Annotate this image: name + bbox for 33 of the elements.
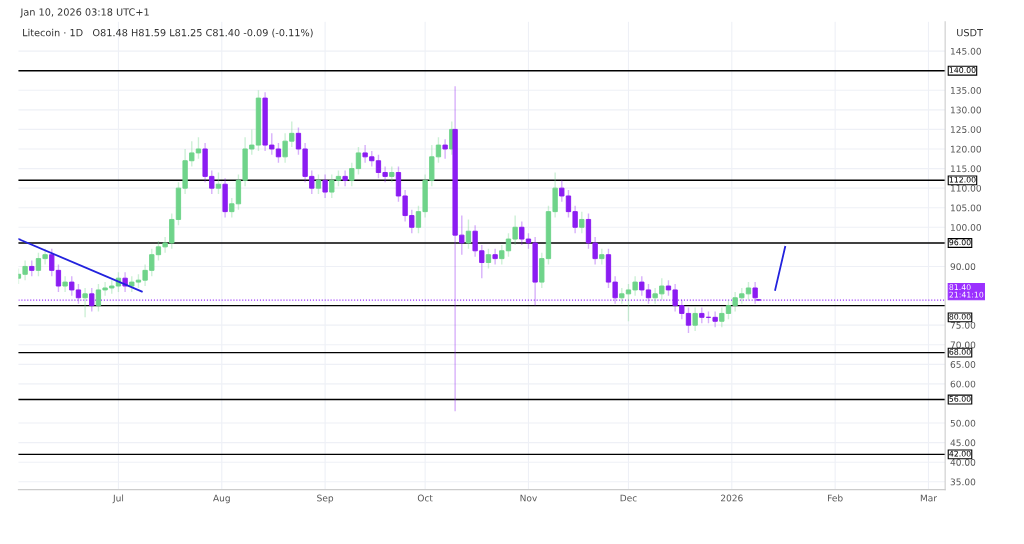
y-tick-label: 130.00 [951, 106, 981, 114]
x-tick-label: Jul [112, 494, 124, 504]
candlestick [62, 275, 68, 293]
y-tick-label: 40.00 [950, 458, 976, 466]
candlestick [342, 169, 348, 187]
y-tick-label: 145.00 [951, 47, 981, 55]
y-tick-label: 115.00 [951, 165, 981, 173]
x-tick-label: Dec [620, 494, 637, 502]
y-tick-label: 60.00 [950, 380, 976, 388]
x-tick-label: Oct [417, 494, 433, 502]
y-tick-label: 65.00 [950, 361, 976, 368]
y-tick-label: 90.00 [950, 263, 976, 270]
x-tick-label: Mar [920, 494, 937, 502]
y-tick-label: 100.00 [951, 224, 981, 231]
y-tick-label: 135.00 [951, 87, 981, 94]
y-tick-label: 120.00 [951, 145, 981, 153]
text: Jan 10, 2026 03:18 UTC+1 [19, 8, 149, 18]
candlestick [492, 248, 498, 266]
x-tick-label: Feb [828, 494, 843, 502]
y-tick-label: 50.00 [950, 419, 976, 427]
y-tick-label: 45.00 [950, 439, 976, 447]
y-axis-title: USDT [957, 28, 984, 37]
y-tick-label: 75.00 [950, 321, 976, 329]
y-tick-label: 105.00 [951, 204, 981, 212]
x-tick-label: Aug [213, 494, 230, 504]
x-tick-label: 2026 [720, 494, 743, 502]
y-tick-label: 70.00 [950, 341, 976, 349]
text: Litecoin · 1D O81.48 H81.59 L81.25 C81.40 -0.09 (-0.11%) [23, 28, 313, 38]
y-tick-label: 35.00 [950, 478, 976, 486]
y-tick-label: 110.00 [951, 184, 981, 192]
y-tick-label: 125.00 [951, 126, 981, 133]
x-tick-label: Nov [520, 494, 537, 502]
x-tick-label: Sep [317, 494, 334, 504]
